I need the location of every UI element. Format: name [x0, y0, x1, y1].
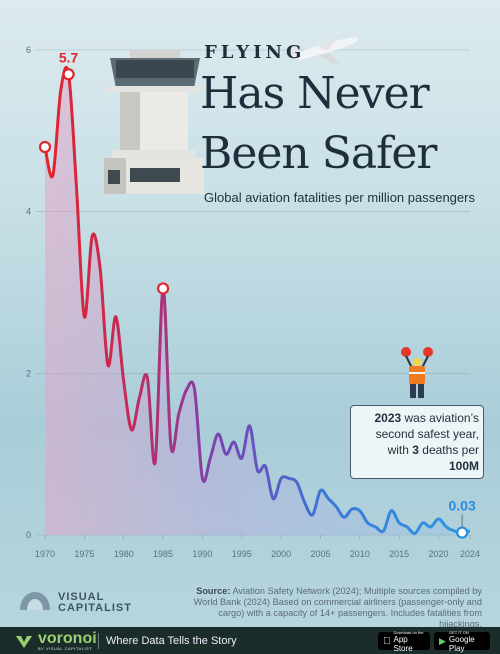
headline-line-2: Been Safer: [200, 128, 437, 179]
x-tick-label: 1990: [192, 549, 212, 559]
kicker-label: FLYING: [204, 42, 306, 63]
highlight-point: [62, 68, 75, 81]
x-axis: 1970 1975 1980 1985 1990 1995 2000 2005 2010 2015…: [35, 535, 480, 559]
source-text: Aviation Safety Network (2024); Multiple…: [193, 586, 482, 629]
y-tick-label: 4: [26, 207, 31, 217]
y-tick-label: 2: [26, 368, 31, 378]
voronoi-logo-icon: [16, 636, 32, 648]
highlight-point: [38, 140, 52, 154]
source-label: Source:: [196, 586, 231, 596]
visual-capitalist-logo-icon: [20, 592, 50, 610]
chart-subtitle: Global aviation fatalities per million p…: [204, 190, 475, 205]
annotation-text-1: was aviation’s: [401, 411, 480, 425]
y-axis: 0 2 4 6: [26, 45, 31, 540]
x-tick-label: 2020: [429, 549, 449, 559]
footer-tagline: Where Data Tells the Story: [106, 635, 237, 647]
app-store-label: App Store: [386, 635, 422, 653]
highlight-points: [38, 68, 469, 539]
annotation-text-3a: with: [387, 443, 413, 457]
x-tick-label: 2015: [389, 549, 409, 559]
airplane-illustration: [290, 36, 358, 64]
annotation-text-3b: deaths per: [418, 443, 479, 457]
x-tick-label: 1985: [153, 549, 173, 559]
y-tick-label: 6: [26, 45, 31, 55]
marshaller-illustration: [401, 347, 433, 398]
visual-capitalist-wordmark: VISUAL CAPITALIST: [58, 592, 132, 614]
x-tick-label: 2005: [310, 549, 330, 559]
voronoi-wordmark: voronoi: [38, 630, 97, 647]
app-store-small-text: Download on the: [386, 630, 424, 639]
x-tick-label: 1975: [74, 549, 94, 559]
apple-icon: : [383, 636, 391, 647]
annotation-unit: 100M: [448, 459, 479, 473]
y-tick-label: 0: [26, 530, 31, 540]
x-tick-label: 2024: [460, 549, 480, 559]
headline-line-1: Has Never: [200, 68, 430, 119]
brand-line-2: CAPITALIST: [58, 602, 132, 614]
google-play-small-text: GET IT ON: [448, 629, 469, 635]
source-note: Source: Aviation Safety Network (2024); …: [176, 586, 482, 630]
voronoi-subbrand: BY VISUAL CAPITALIST: [38, 646, 93, 651]
annotation-callout: 2023 was aviation’s second safest year, …: [350, 405, 484, 479]
annotation-count: 3: [412, 443, 419, 457]
highlight-point: [156, 282, 170, 295]
series-line: [43, 66, 471, 535]
annotation-text-2: second safest year,: [375, 427, 479, 441]
highlight-point: [456, 526, 469, 539]
data-label: 5.7: [59, 49, 79, 65]
google-play-label: Google Play: [448, 634, 475, 653]
x-tick-label: 2010: [350, 549, 370, 559]
footer-divider: [98, 633, 99, 649]
point-labels: 5.7 0.03: [59, 49, 476, 527]
annotation-year: 2023: [374, 411, 402, 425]
x-tick-label: 1995: [232, 549, 252, 559]
brand-line-1: VISUAL: [58, 591, 105, 603]
google-play-icon: ▶: [439, 635, 446, 646]
x-tick-label: 2000: [271, 549, 291, 559]
google-play-button[interactable]: ▶ GET IT ON Google Play: [434, 629, 490, 653]
control-tower-illustration: [104, 50, 204, 194]
series-area: [45, 67, 470, 535]
x-tick-label: 1970: [35, 549, 55, 559]
fatalities-chart: 0 2 4 6 1970 1975 1980 1985 1990 1995 2000 2005 201…: [26, 36, 480, 559]
data-label: 0.03: [449, 498, 476, 514]
x-tick-label: 1980: [114, 549, 134, 559]
